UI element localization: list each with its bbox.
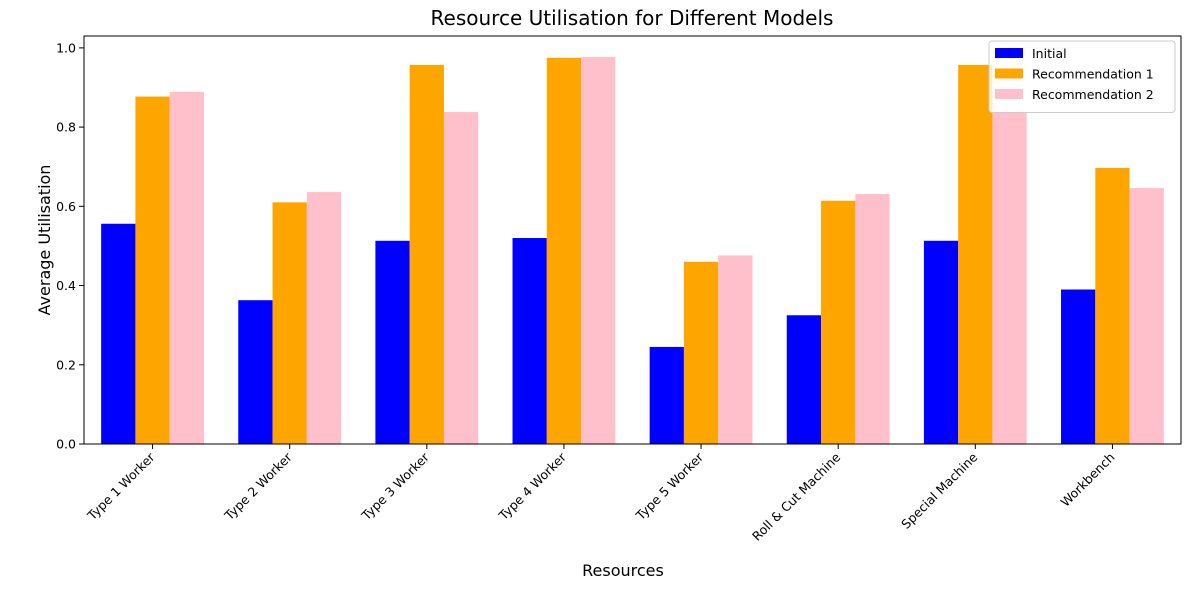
y-tick-label: 0.0 bbox=[56, 437, 76, 452]
bar-1-4 bbox=[683, 261, 719, 444]
x-tick-label: Type 3 Worker bbox=[358, 449, 433, 524]
legend-label: Recommendation 1 bbox=[1032, 67, 1154, 82]
y-tick-label: 0.8 bbox=[56, 120, 76, 135]
y-tick-label: 0.2 bbox=[56, 357, 76, 372]
bar-2-7 bbox=[1129, 188, 1164, 444]
bar-1-6 bbox=[958, 64, 993, 445]
bar-1-0 bbox=[135, 96, 170, 445]
legend-label: Initial bbox=[1032, 46, 1067, 61]
bar-0-6 bbox=[923, 240, 959, 444]
y-tick-label: 0.6 bbox=[56, 199, 76, 214]
bar-2-1 bbox=[306, 192, 342, 444]
bar-0-4 bbox=[649, 346, 684, 444]
x-tick-label: Roll & Cut Machine bbox=[749, 449, 843, 543]
bar-2-3 bbox=[581, 56, 616, 445]
bar-2-4 bbox=[718, 255, 753, 444]
x-tick-label: Type 4 Worker bbox=[495, 449, 570, 524]
legend: Initial Recommendation 1 Recommendation 2 bbox=[988, 40, 1176, 113]
bars bbox=[101, 56, 1164, 445]
legend-swatch bbox=[995, 48, 1023, 58]
x-axis-label: Resources bbox=[582, 561, 664, 580]
x-axis: Type 1 Worker Type 2 Worker Type 3 Worker T… bbox=[84, 444, 1118, 544]
chart-title: Resource Utilisation for Different Model… bbox=[431, 6, 834, 30]
x-tick-label: Special Machine bbox=[898, 449, 980, 531]
x-tick-label: Type 1 Worker bbox=[84, 449, 159, 524]
bar-2-6 bbox=[992, 112, 1027, 445]
bar-1-3 bbox=[546, 57, 582, 444]
legend-box bbox=[988, 40, 1176, 113]
plot-frame bbox=[83, 35, 1182, 445]
x-tick-label: Workbench bbox=[1057, 450, 1117, 510]
bar-1-1 bbox=[272, 202, 307, 444]
bar-0-0 bbox=[101, 223, 136, 444]
y-axis-label: Average Utilisation bbox=[35, 165, 54, 316]
x-tick-label: Type 5 Worker bbox=[632, 449, 707, 524]
legend-label: Recommendation 2 bbox=[1032, 87, 1154, 102]
y-tick-label: 0.4 bbox=[56, 278, 76, 293]
bar-1-7 bbox=[1095, 167, 1130, 444]
x-tick-label: Type 2 Worker bbox=[221, 449, 296, 524]
bar-2-2 bbox=[443, 112, 479, 445]
bar-2-0 bbox=[169, 91, 204, 444]
bar-0-3 bbox=[512, 238, 547, 444]
legend-swatch bbox=[995, 68, 1023, 79]
bar-0-1 bbox=[238, 300, 273, 444]
bar-0-7 bbox=[1061, 289, 1096, 444]
bar-1-2 bbox=[409, 64, 444, 445]
bar-2-5 bbox=[855, 194, 890, 444]
bar-1-5 bbox=[821, 200, 856, 444]
y-axis: 0.0 0.2 0.4 0.6 0.8 1.0 bbox=[56, 40, 84, 452]
y-tick-label: 1.0 bbox=[56, 40, 76, 55]
bar-0-2 bbox=[375, 240, 410, 444]
legend-swatch bbox=[995, 89, 1023, 99]
bar-0-5 bbox=[786, 315, 822, 444]
